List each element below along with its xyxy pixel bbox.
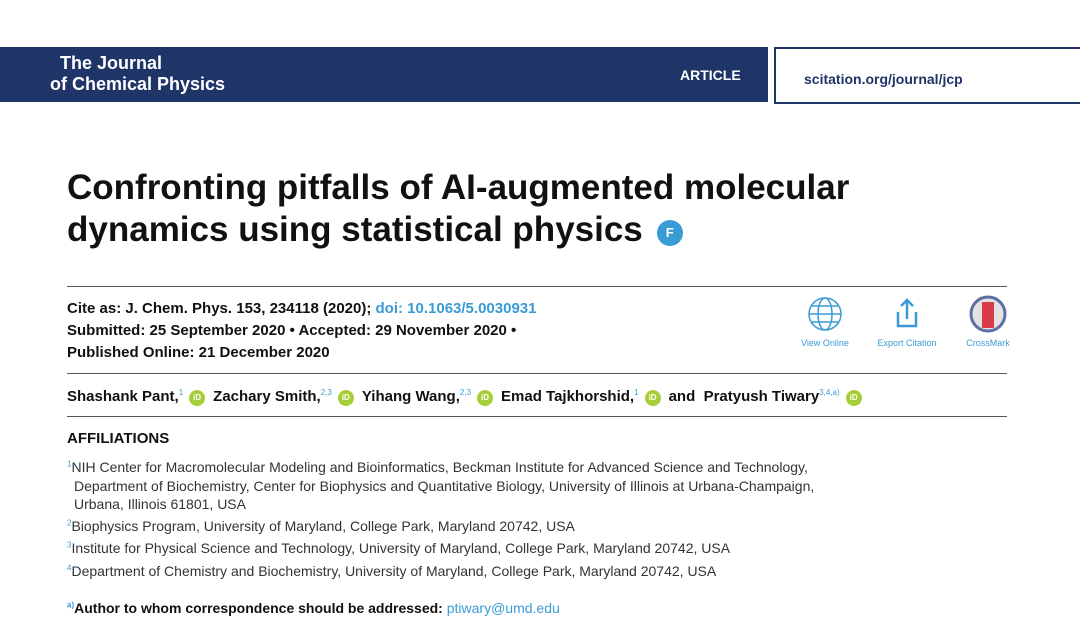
url-box: scitation.org/journal/jcp [774,47,1080,104]
rule [67,286,1007,287]
cite: Cite as: J. Chem. Phys. 153, 234118 (202… [67,300,372,317]
affiliation: 3Institute for Physical Science and Tech… [67,540,730,556]
crossmark-icon[interactable] [969,295,1007,333]
title: dynamics using statistical physics F [67,210,683,250]
author: Zachary Smith, [213,388,321,405]
rule [67,416,1007,417]
author-sup: 2,3 [320,388,332,397]
aff-text: Department of Chemistry and Biochemistry… [71,563,717,579]
corr-label: Author to whom correspondence should be … [74,600,443,616]
author: Shashank Pant, [67,388,179,405]
author-sup: 3,4,a) [819,388,840,397]
aff-mark: 1 [67,459,72,469]
aff-text: Institute for Physical Science and Techn… [71,540,731,556]
author: Emad Tajkhorshid, [501,388,635,405]
affiliation: Urbana, Illinois 61801, USA [74,496,246,512]
doi[interactable]: doi: 10.1063/5.0030931 [375,300,537,317]
title-text: dynamics using statistical physics [67,210,643,249]
journal-name: of Chemical Physics [50,74,226,94]
orcid[interactable]: iD [644,390,661,406]
conjunction: and [668,388,696,405]
affiliation: 4Department of Chemistry and Biochemistr… [67,563,716,579]
author-sup: 2,3 [459,388,472,397]
orcid[interactable]: iD [845,390,862,406]
aff-text: Biophysics Program, University of Maryla… [71,518,575,534]
featured-badge: F [656,220,683,246]
citation: Cite as: J. Chem. Phys. 153, 234118 (202… [67,300,536,317]
author: Pratyush Tiwary [703,388,820,405]
export-icon[interactable] [896,298,918,328]
author: Yihang Wang, [361,388,460,405]
tool-label[interactable]: CrossMark [966,338,1010,348]
journal-url[interactable]: scitation.org/journal/jcp [804,71,963,87]
aff-mark: 2 [67,518,72,528]
orcid[interactable]: iD [477,390,494,406]
orcid[interactable]: iD [189,390,206,406]
rule [67,373,1007,374]
title: Confronting pitfalls of AI-augmented mol… [67,168,850,207]
orcid[interactable]: iD [337,390,354,406]
dates: Submitted: 25 September 2020 • Accepted:… [67,322,517,339]
tool-label[interactable]: View Online [801,338,849,348]
globe-icon[interactable] [808,297,842,331]
journal-name: The Journal [60,53,163,73]
affiliations-heading: AFFILIATIONS [67,430,170,447]
author-sup: 1 [178,388,184,397]
tool-label[interactable]: Export Citation [877,338,937,348]
affiliation: 1NIH Center for Macromolecular Modeling … [67,459,808,475]
article-type: ARTICLE [680,67,741,83]
author-list: Shashank Pant,1iD Zachary Smith,2,3iD Yiha… [67,388,870,406]
tool-icons [808,295,1007,333]
published: Published Online: 21 December 2020 [67,344,330,361]
correspondence: a)Author to whom correspondence should b… [67,600,560,616]
aff-mark: 3 [67,540,72,550]
affiliation: Department of Biochemistry, Center for B… [74,478,815,494]
aff-text: NIH Center for Macromolecular Modeling a… [71,459,808,475]
aff-mark: 4 [67,563,72,573]
affiliation: 2Biophysics Program, University of Maryl… [67,518,575,534]
journal-banner: The Journal of Chemical Physics ARTICLE [0,47,768,102]
author-sup: 1 [634,388,639,397]
corr-mark: a) [67,600,75,610]
email[interactable]: ptiwary@umd.edu [446,600,560,616]
